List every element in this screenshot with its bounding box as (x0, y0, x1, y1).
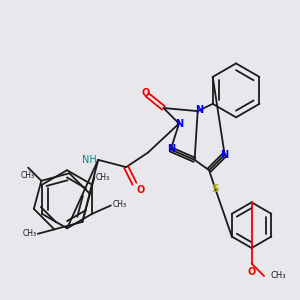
Text: CH₃: CH₃ (96, 173, 110, 182)
Text: O: O (141, 88, 149, 98)
Text: N: N (220, 150, 229, 160)
Text: CH₃: CH₃ (22, 229, 36, 238)
Text: O: O (136, 185, 144, 195)
Text: N: N (195, 105, 203, 115)
Text: N: N (167, 145, 175, 154)
Text: O: O (248, 267, 256, 277)
Text: CH₃: CH₃ (21, 171, 35, 180)
Text: N: N (175, 118, 183, 129)
Text: NH: NH (82, 155, 97, 165)
Text: CH₃: CH₃ (112, 200, 127, 209)
Text: CH₃: CH₃ (270, 272, 286, 280)
Text: S: S (212, 184, 219, 194)
